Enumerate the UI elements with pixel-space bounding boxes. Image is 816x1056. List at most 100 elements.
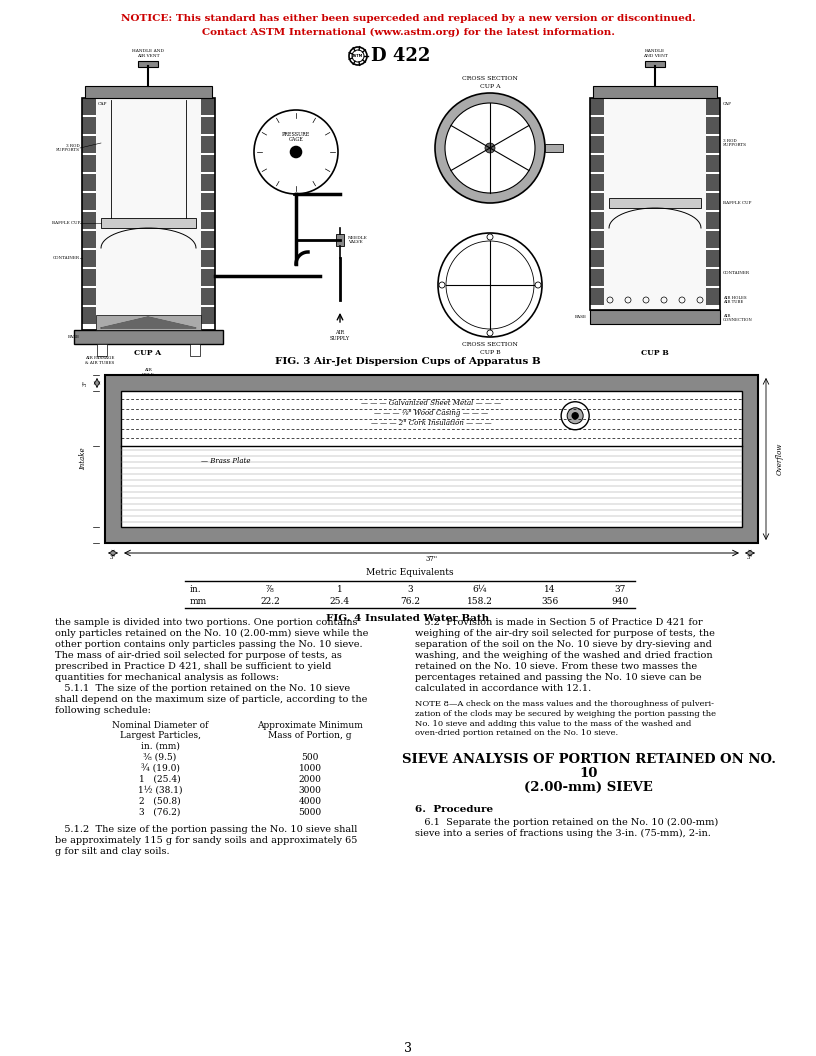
Bar <box>74 329 223 344</box>
Bar <box>201 155 215 172</box>
Circle shape <box>445 103 535 193</box>
Text: NOTE 8—A check on the mass values and the thoroughness of pulveri-: NOTE 8—A check on the mass values and th… <box>415 700 714 708</box>
Text: (2.00-mm) SIEVE: (2.00-mm) SIEVE <box>524 781 653 794</box>
Text: sieve into a series of fractions using the 3-in. (75-mm), 2-in.: sieve into a series of fractions using t… <box>415 829 711 838</box>
Text: 6.  Procedure: 6. Procedure <box>415 806 493 814</box>
Text: weighing of the air-dry soil selected for purpose of tests, the: weighing of the air-dry soil selected fo… <box>415 629 715 638</box>
Bar <box>101 218 196 228</box>
Text: Nominal Diameter of: Nominal Diameter of <box>112 721 208 730</box>
Text: PRESSURE
GAGE: PRESSURE GAGE <box>282 132 310 143</box>
Bar <box>85 86 212 98</box>
Bar <box>96 315 201 329</box>
Bar <box>706 193 720 210</box>
Text: CAP: CAP <box>98 102 108 106</box>
Text: BASE: BASE <box>575 315 587 319</box>
Text: 500: 500 <box>301 753 319 762</box>
Text: 158.2: 158.2 <box>467 597 493 606</box>
Text: Mass of Portion, g: Mass of Portion, g <box>268 732 352 740</box>
Circle shape <box>485 143 495 153</box>
Text: 5000: 5000 <box>299 808 322 817</box>
Bar <box>706 136 720 153</box>
Bar <box>201 193 215 210</box>
Bar <box>604 98 706 310</box>
Bar <box>82 307 96 324</box>
Bar <box>82 98 215 329</box>
Text: 14: 14 <box>544 585 556 593</box>
Text: 37: 37 <box>614 585 626 593</box>
Bar <box>590 250 604 267</box>
Text: retained on the No. 10 sieve. From these two masses the: retained on the No. 10 sieve. From these… <box>415 662 697 671</box>
Text: NOTICE: This standard has either been superceded and replaced by a new version o: NOTICE: This standard has either been su… <box>121 14 695 23</box>
Text: 3 ROD
SUPPORTS: 3 ROD SUPPORTS <box>56 144 80 152</box>
Text: AIR
SUPPLY: AIR SUPPLY <box>330 329 350 341</box>
Bar <box>590 231 604 248</box>
Text: — — — ⅛" Wood Casing — — —: — — — ⅛" Wood Casing — — — <box>375 409 489 417</box>
Bar <box>706 117 720 134</box>
Bar <box>190 344 200 356</box>
Text: CUP B: CUP B <box>641 348 669 357</box>
Bar <box>96 98 201 329</box>
Text: 6.1  Separate the portion retained on the No. 10 (2.00-mm): 6.1 Separate the portion retained on the… <box>415 818 718 827</box>
Text: 940: 940 <box>611 597 628 606</box>
Text: CAP: CAP <box>723 102 732 106</box>
Text: NEEDLE
VALVE: NEEDLE VALVE <box>348 235 368 244</box>
Bar <box>105 375 758 543</box>
Text: 1: 1 <box>337 585 343 593</box>
Text: BASE: BASE <box>68 335 80 339</box>
Text: percentages retained and passing the No. 10 sieve can be: percentages retained and passing the No.… <box>415 673 702 682</box>
Text: 4000: 4000 <box>299 797 322 806</box>
Bar <box>706 250 720 267</box>
Bar <box>82 174 96 191</box>
Text: CONTAINER: CONTAINER <box>53 256 80 260</box>
Bar <box>82 193 96 210</box>
Text: 5.1.1  The size of the portion retained on the No. 10 sieve: 5.1.1 The size of the portion retained o… <box>55 684 350 693</box>
Bar <box>201 98 215 115</box>
Bar <box>201 269 215 286</box>
Text: CUP B: CUP B <box>480 350 500 355</box>
Bar <box>138 61 158 67</box>
Text: oven-dried portion retained on the No. 10 sieve.: oven-dried portion retained on the No. 1… <box>415 730 619 737</box>
Text: Overflow: Overflow <box>776 442 784 475</box>
Text: in.: in. <box>190 585 202 593</box>
Text: BAFFLE CUP: BAFFLE CUP <box>51 221 80 225</box>
Text: CROSS SECTION: CROSS SECTION <box>462 76 518 81</box>
Text: 10: 10 <box>579 768 597 780</box>
Bar <box>706 288 720 305</box>
Bar <box>590 269 604 286</box>
Bar <box>82 136 96 153</box>
Text: washing, and the weighing of the washed and dried fraction: washing, and the weighing of the washed … <box>415 650 712 660</box>
Text: — — — 2" Cork Insulation — — —: — — — 2" Cork Insulation — — — <box>371 419 492 427</box>
Bar <box>722 295 762 325</box>
Bar <box>590 155 604 172</box>
Bar <box>706 155 720 172</box>
Circle shape <box>290 146 302 158</box>
Text: zation of the clods may be secured by weighing the portion passing the: zation of the clods may be secured by we… <box>415 710 716 718</box>
Text: 37": 37" <box>425 555 437 563</box>
Bar <box>82 155 96 172</box>
Bar <box>82 117 96 134</box>
Text: ASTM: ASTM <box>353 54 364 58</box>
Text: SIEVE ANALYSIS OF PORTION RETAINED ON NO.: SIEVE ANALYSIS OF PORTION RETAINED ON NO… <box>401 753 775 767</box>
Text: CROSS SECTION: CROSS SECTION <box>462 342 518 347</box>
Bar <box>706 212 720 229</box>
Bar <box>201 212 215 229</box>
Bar <box>201 136 215 153</box>
Text: 2   (50.8): 2 (50.8) <box>140 797 181 806</box>
Text: mm: mm <box>190 597 207 606</box>
Text: Intake: Intake <box>79 448 87 470</box>
Bar <box>706 174 720 191</box>
Text: — — — Galvanized Sheet Metal — — —: — — — Galvanized Sheet Metal — — — <box>361 399 502 407</box>
Text: 3   (76.2): 3 (76.2) <box>140 808 180 817</box>
Bar <box>82 250 96 267</box>
Text: in. (mm): in. (mm) <box>140 742 180 751</box>
Text: 25.4: 25.4 <box>330 597 350 606</box>
Bar <box>336 234 344 246</box>
Text: No. 10 sieve and adding this value to the mass of the washed and: No. 10 sieve and adding this value to th… <box>415 719 691 728</box>
Text: AIR PASSAGE
& AIR TUBES: AIR PASSAGE & AIR TUBES <box>86 356 115 364</box>
Text: prescribed in Practice D 421, shall be sufficient to yield: prescribed in Practice D 421, shall be s… <box>55 662 331 671</box>
Bar <box>201 174 215 191</box>
Polygon shape <box>101 317 196 328</box>
Bar <box>590 193 604 210</box>
Bar <box>201 250 215 267</box>
Bar <box>201 231 215 248</box>
